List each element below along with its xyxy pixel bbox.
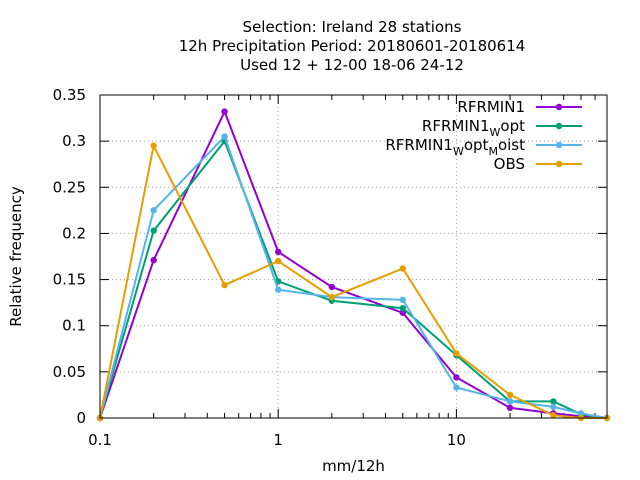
plot-frame (99, 94, 608, 419)
legend-label-part: oist (498, 136, 525, 154)
title-line: Used 12 + 12-00 18-06 24-12 (240, 56, 464, 74)
legend-swatch-marker (555, 160, 563, 168)
y-axis-label: Relative frequency (7, 186, 25, 327)
x-tick-label: 10 (447, 431, 466, 449)
y-tick-label: 0.25 (53, 178, 86, 196)
legend-label: RFRMIN1Wopt (422, 117, 525, 139)
legend-label: OBS (494, 155, 525, 173)
data-point (399, 265, 406, 272)
series-rfrmin1-wopt-moist (96, 133, 611, 422)
data-point (275, 286, 282, 293)
series-lines (96, 108, 611, 422)
legend-label-part: OBS (494, 155, 525, 173)
y-tick-label: 0 (76, 409, 86, 427)
y-tick-label: 0.3 (62, 132, 86, 150)
x-tick-label: 0.1 (88, 431, 112, 449)
data-point (328, 283, 336, 291)
ticks: 0.1 1 10 0 0.05 0.1 0.15 0.2 0.25 0.3 0.35 (53, 86, 607, 449)
legend-label-subscript: M (488, 145, 498, 158)
legend-label-part: RFRMIN1 (385, 136, 453, 154)
data-point (399, 296, 406, 304)
data-point (150, 256, 157, 264)
series-obs (96, 142, 611, 422)
grid (100, 95, 607, 418)
data-point (550, 403, 557, 411)
data-point (506, 398, 514, 405)
data-point (453, 384, 460, 391)
legend-label: RFRMIN1 (457, 98, 525, 116)
title-line: 12h Precipitation Period: 20180601-20180… (179, 37, 526, 55)
y-tick-label: 0.1 (62, 317, 86, 335)
data-point (506, 391, 514, 399)
series-line (99, 134, 608, 419)
series-rfrmin1 (96, 108, 611, 422)
y-tick-label: 0.2 (62, 224, 86, 242)
legend-swatch-marker (555, 141, 563, 149)
legend-label-subscript: W (490, 126, 501, 139)
data-point (221, 281, 228, 289)
data-point (150, 227, 157, 234)
data-point (221, 133, 228, 140)
legend-swatch-marker (555, 103, 563, 111)
legend-label-part: opt (500, 117, 525, 135)
data-point (399, 304, 406, 312)
data-point (328, 293, 336, 301)
data-point (150, 207, 157, 214)
legend-label-part: RFRMIN1 (457, 98, 525, 116)
legend-label-part: RFRMIN1 (422, 117, 490, 135)
data-point (550, 398, 557, 405)
data-point (399, 309, 406, 316)
y-tick-label: 0.35 (53, 86, 86, 104)
data-point (506, 404, 514, 412)
legend-swatch-marker (555, 122, 563, 130)
series-rfrmin1-wopt (96, 137, 611, 422)
title-line: Selection: Ireland 28 stations (243, 18, 462, 36)
y-tick-label: 0.05 (53, 363, 86, 381)
data-point (577, 410, 585, 417)
data-point (150, 142, 157, 149)
legend-label: RFRMIN1WoptMoist (385, 136, 525, 158)
data-point (550, 412, 557, 419)
data-point (275, 248, 282, 256)
y-tick-label: 0.15 (53, 271, 86, 289)
x-axis-label: mm/12h (322, 457, 385, 475)
data-point (221, 108, 228, 115)
data-point (453, 374, 460, 381)
x-tick-label: 1 (273, 431, 283, 449)
legend-label-part: opt (464, 136, 489, 154)
data-point (275, 257, 282, 265)
data-point (453, 350, 460, 357)
legend-label-subscript: W (453, 145, 464, 158)
